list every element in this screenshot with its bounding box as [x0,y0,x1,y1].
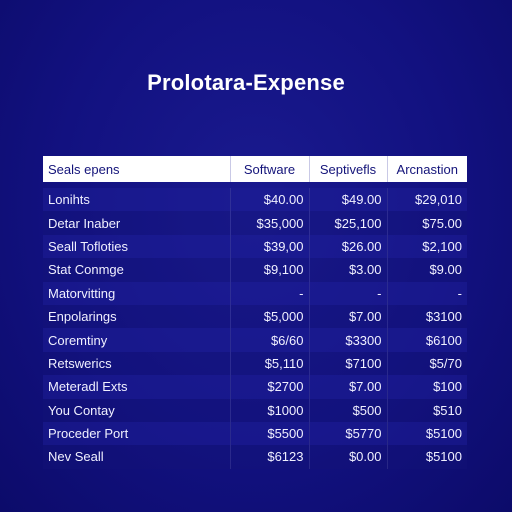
row-value: $9.00 [386,258,467,282]
row-value: $3100 [386,304,467,329]
row-value: $7100 [308,351,387,376]
table-row[interactable]: Meteradl Exts $2700 $7.00 $100 [43,375,467,399]
column-header-arcnastion[interactable]: Arcnastion [396,161,458,177]
row-value: $5100 [386,445,467,469]
page-title: Prolotara-Expense [147,70,345,95]
row-label: Matorvitting [48,285,116,301]
table-header: Seals epens Software Septivefls Arcnasti… [43,156,467,182]
row-label: Enpolarings [48,309,117,325]
row-value: $100 [386,375,467,399]
row-value: $2700 [229,375,309,399]
table-row[interactable]: Matorvitting - - - [43,281,467,305]
row-value: $75.00 [386,211,467,235]
row-label: Coremtiny [48,332,108,348]
row-value: $3.00 [308,258,387,282]
row-value: $5,000 [229,304,309,329]
row-value: $7.00 [308,304,387,329]
column-header-septivefls[interactable]: Septivefls [309,156,388,182]
row-value: - [386,281,467,305]
table-row[interactable]: Coremtiny $6/60 $3300 $6100 [43,328,467,352]
column-header-software[interactable]: Software [230,156,310,182]
row-label: Proceder Port [48,426,129,442]
row-label: Stat Conmge [48,262,124,278]
row-value: $26.00 [308,234,387,259]
row-value: $25,100 [308,211,387,235]
row-value: $5,110 [229,351,309,376]
row-value: $5/70 [386,351,467,376]
row-label: Meteradl Exts [48,379,128,395]
column-header-category[interactable]: Seals epens [43,156,231,182]
table-row[interactable]: Seall Tofloties $39,00 $26.00 $2,100 [43,234,467,259]
expense-table-container: Seals epens Software Septivefls Arcnasti… [43,156,467,469]
row-label: Detar Inaber [48,215,121,231]
row-label: Nev Seall [48,449,104,465]
table-row[interactable]: Enpolarings $5,000 $7.00 $3100 [43,304,467,329]
table-row[interactable]: Stat Conmge $9,100 $3.00 $9.00 [43,258,467,282]
row-value: $5100 [386,421,467,446]
row-value: $510 [386,398,467,422]
row-value: $6123 [229,445,309,469]
row-value: $7.00 [308,375,387,399]
row-value: $40.00 [229,188,309,212]
table-row[interactable]: You Contay $1000 $500 $510 [43,398,467,422]
table-body: Lonihts $40.00 $49.00 $29,010 Detar Inaber $3… [43,182,467,469]
row-value: - [229,281,309,305]
row-value: $0.00 [308,445,387,469]
row-value: $5500 [229,421,309,446]
expense-table: Seals epens Software Septivefls Arcnasti… [43,156,467,469]
row-value: $9,100 [229,258,309,282]
row-value: $6/60 [229,328,309,352]
row-label: You Contay [48,402,115,418]
row-label: Lonihts [48,192,90,208]
row-value: $29,010 [386,188,467,212]
row-label: Seall Tofloties [48,238,128,254]
row-value: $35,000 [229,211,309,235]
table-row[interactable]: Detar Inaber $35,000 $25,100 $75.00 [43,211,467,235]
row-label: Retswerics [48,355,112,371]
table-row[interactable]: Lonihts $40.00 $49.00 $29,010 [43,188,467,212]
row-value: $6100 [386,328,467,352]
row-value: $1000 [229,398,309,422]
row-value: $49.00 [308,188,387,212]
table-row[interactable]: Proceder Port $5500 $5770 $5100 [43,421,467,446]
row-value: - [308,281,387,305]
row-value: $500 [308,398,387,422]
row-value: $5770 [308,421,387,446]
table-row[interactable]: Nev Seall $6123 $0.00 $5100 [43,445,467,469]
table-header-row: Seals epens Software Septivefls Arcnasti… [43,156,467,182]
row-value: $3300 [308,328,387,352]
table-row[interactable]: Retswerics $5,110 $7100 $5/70 [43,351,467,376]
row-value: $2,100 [386,234,467,259]
row-value: $39,00 [229,234,309,259]
